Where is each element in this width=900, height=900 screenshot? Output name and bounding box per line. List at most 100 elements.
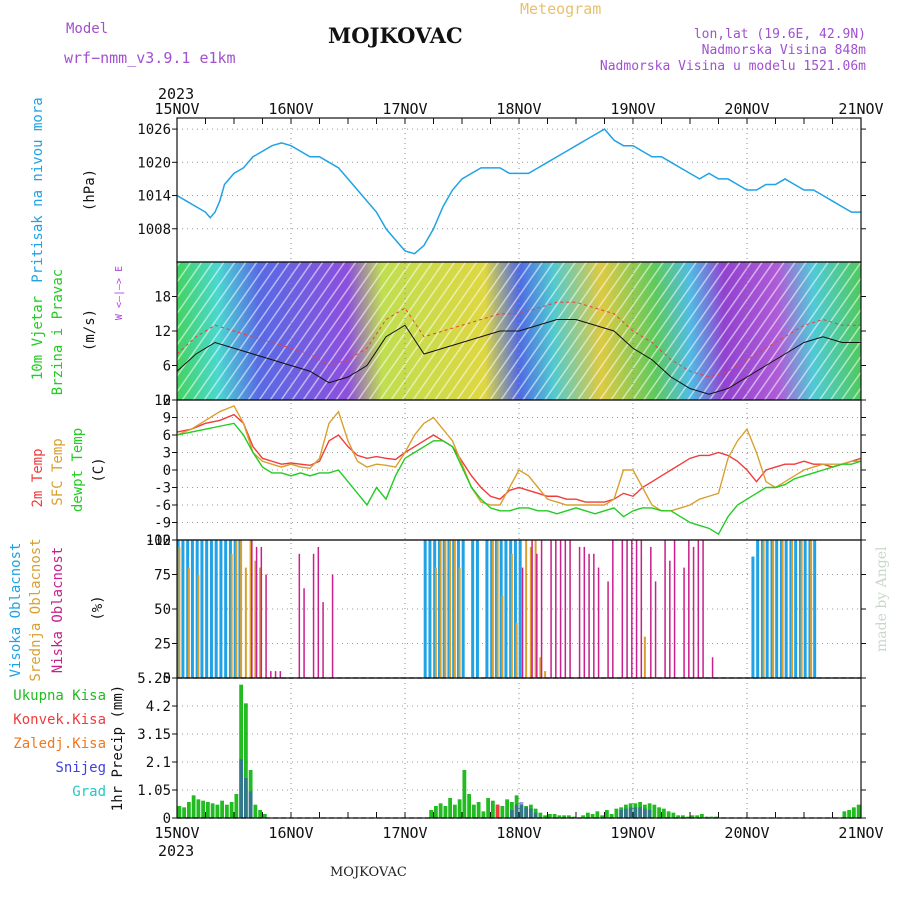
precip-bar [851,807,856,818]
cloud-bar [491,540,494,678]
precip-bar [457,799,462,818]
wind-ylabel: 10m Vjetar [30,296,46,380]
precip-bar [714,816,719,818]
precip-bar [600,815,605,818]
cloud-bar [593,553,595,678]
precip-bar [585,812,590,818]
precip-bar [262,814,267,818]
precip-bar [243,778,248,818]
cloud-bar [688,540,690,678]
cloud-bar [588,553,590,678]
precip-bar [690,815,695,818]
precip-bar [196,799,201,818]
cloud-bar [485,540,489,678]
cloud-bar [794,540,798,678]
cloud-bar [298,553,301,678]
meteogram-title: Meteogram [520,0,601,18]
y-tick-label: 5.25 [137,671,171,687]
cloud-bar [187,567,190,678]
y-tick-label: -3 [154,481,171,497]
cloud-unit: (%) [90,595,106,620]
cloud-bar [496,540,499,678]
precip-legend-item: Snijeg [55,760,106,776]
cloud-bar [597,567,600,678]
precip-bar [500,806,505,818]
precip-bar [519,802,524,818]
precip-bar [229,802,234,818]
cloud-bar [209,540,213,678]
cloud-bar [423,540,427,678]
precip-bar [433,806,438,818]
cloud-bar [322,602,324,678]
y-tick-label: 9 [163,411,171,427]
cloud-bar [536,553,538,678]
y-tick-label: 100 [146,533,171,549]
cloud-bar [539,657,542,678]
cloud-bar [240,540,243,678]
cloud-bar [772,540,775,678]
precip-bar [538,812,543,818]
precip-bar [709,816,714,818]
cloud-bar [270,671,272,678]
cloud-bar [259,567,262,678]
cloud-bar [765,540,769,678]
y-tick-label: 1014 [137,189,171,205]
precip-bar [528,808,533,818]
cloud-bar [195,540,199,678]
cloud-bar [279,671,282,678]
x-tick-label-bottom: 15NOV [154,824,199,842]
precip-bar [505,799,510,818]
cloud-bar [499,540,503,678]
cloud-bar [673,540,676,678]
cloud-bar [555,540,557,678]
precip-bar [676,815,681,818]
model-label: Model [66,21,108,37]
precip-bar [552,814,557,818]
cloud-bar [654,581,657,678]
precip-bar [205,802,210,818]
precip-bar [652,804,657,818]
precip-bar [619,810,624,818]
cloud-bar [762,540,765,678]
cloud-bar [702,540,704,678]
y-tick-label: 75 [154,568,171,584]
cloud-bar [444,540,447,678]
cloud-bar [683,567,685,678]
precip-bar [609,814,614,818]
pressure-line [176,128,861,255]
cloud-bar [449,540,452,678]
high-cloud-ylabel: Visoka Oblacnost [8,543,24,678]
cloud-bar [205,540,209,678]
y-tick-label: 6 [163,428,171,444]
precip-bar [429,810,434,818]
cloud-bar [640,540,643,678]
cloud-bar [513,540,517,678]
precip-bar [476,802,481,818]
y-tick-label: 4.2 [146,699,171,715]
cloud-bar [219,540,223,678]
cloud-bar [564,540,567,678]
precip-bar [471,804,476,818]
precip-bar [443,806,448,818]
cloud-bar [813,540,817,678]
cloud-bar [312,553,315,678]
cloud-bar [458,567,461,678]
precip-bar [220,800,225,818]
cloud-bar [317,546,320,678]
cloud-bar [224,540,228,678]
cloud-bar [447,540,451,678]
year-bottom: 2023 [158,842,194,860]
y-tick-label: 12 [154,393,171,409]
y-tick-label: 1020 [137,155,171,171]
y-tick-label: 12 [154,324,171,340]
x-tick-label-top: 21NOV [838,100,883,118]
cloud-bar [249,540,252,678]
precip-bar [614,808,619,818]
cloud-bar [525,540,528,678]
precip-bar [547,814,552,818]
cloud-bar [200,540,204,678]
dewpt-ylabel: dewpt Temp [70,428,86,512]
cloud-bar [255,546,258,678]
precip-bar [543,815,548,818]
cloud-bar [494,540,498,678]
